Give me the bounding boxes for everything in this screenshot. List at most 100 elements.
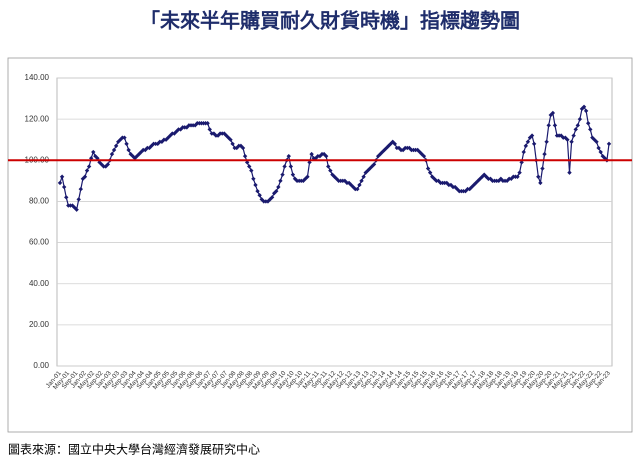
source-note: 圖表來源：國立中央大學台灣經濟發展研究中心 <box>8 442 260 457</box>
data-point <box>427 170 433 175</box>
data-point <box>583 108 589 114</box>
y-tick-label: 140.00 <box>25 73 50 82</box>
data-point <box>274 188 279 194</box>
data-point <box>240 145 246 151</box>
data-point <box>504 178 510 184</box>
data-point <box>282 164 287 169</box>
plot-area <box>56 77 613 367</box>
y-tick-label: 120.00 <box>25 114 50 123</box>
data-point <box>321 151 327 157</box>
data-point <box>563 135 568 140</box>
data-point <box>111 147 117 153</box>
data-point <box>509 176 514 181</box>
data-point <box>544 139 549 144</box>
data-point <box>546 123 551 128</box>
chart-frame <box>7 57 633 433</box>
data-point <box>326 164 331 169</box>
data-point <box>573 127 578 132</box>
data-point <box>247 164 252 169</box>
data-point <box>382 147 387 153</box>
data-point <box>172 131 177 136</box>
data-point <box>596 145 601 151</box>
data-point <box>550 110 556 116</box>
data-point <box>267 197 273 202</box>
data-point <box>569 139 574 144</box>
data-point <box>207 127 212 132</box>
data-point <box>74 207 79 212</box>
chart-title: 「未來半年購買耐久財貨時機」指標趨勢圖 <box>140 9 520 33</box>
data-point <box>540 166 545 171</box>
data-point <box>84 168 90 173</box>
series-line <box>59 105 610 211</box>
data-point <box>592 137 597 142</box>
data-point <box>579 106 585 112</box>
data-point <box>367 166 373 171</box>
data-point <box>552 123 558 128</box>
data-point <box>113 143 119 149</box>
data-point <box>594 139 599 144</box>
data-point <box>61 184 67 190</box>
data-point <box>386 143 391 149</box>
data-point <box>290 172 296 177</box>
data-point <box>521 149 526 155</box>
data-point <box>565 137 570 142</box>
data-point <box>168 133 173 138</box>
data-point <box>571 133 576 138</box>
data-point <box>542 151 547 157</box>
data-point <box>253 182 258 188</box>
data-point <box>400 147 406 153</box>
data-point <box>598 149 603 155</box>
data-point <box>361 174 366 179</box>
data-point <box>309 151 314 157</box>
y-tick-label: 0.00 <box>33 361 49 370</box>
data-point <box>357 182 362 188</box>
data-point <box>86 164 92 169</box>
data-point <box>371 162 377 167</box>
data-point <box>255 188 260 194</box>
data-point <box>529 133 535 138</box>
data-point <box>136 151 142 157</box>
data-point <box>378 151 383 157</box>
data-point <box>230 141 235 147</box>
data-point <box>575 123 581 128</box>
y-tick-label: 40.00 <box>29 279 50 288</box>
data-point <box>59 174 65 179</box>
data-point <box>577 116 583 122</box>
data-point <box>328 168 333 173</box>
data-point <box>242 153 248 159</box>
data-point <box>278 178 283 184</box>
data-point <box>588 127 593 132</box>
data-point <box>536 174 541 179</box>
data-point <box>305 174 310 179</box>
data-point <box>205 121 210 126</box>
data-point <box>78 186 83 192</box>
data-point <box>463 188 468 194</box>
data-point <box>105 162 111 167</box>
data-point <box>436 178 441 184</box>
data-point <box>523 143 529 149</box>
data-point <box>525 139 531 144</box>
data-point <box>419 151 425 157</box>
data-point <box>251 176 256 181</box>
data-point <box>323 153 329 159</box>
data-point <box>581 104 587 109</box>
data-point <box>228 137 233 142</box>
data-point <box>515 174 520 179</box>
data-point <box>548 112 553 118</box>
data-point <box>332 174 337 179</box>
data-point <box>567 170 572 175</box>
y-tick-label: 80.00 <box>29 197 50 206</box>
data-point <box>531 141 537 147</box>
data-point <box>363 170 368 175</box>
data-point <box>538 180 543 186</box>
data-point <box>359 178 364 184</box>
y-tick-label: 60.00 <box>29 238 50 247</box>
y-tick-label: 20.00 <box>29 320 50 329</box>
data-point <box>82 174 88 179</box>
data-point <box>425 166 431 171</box>
data-point <box>249 168 254 173</box>
data-point <box>392 141 398 147</box>
data-point <box>269 195 275 200</box>
